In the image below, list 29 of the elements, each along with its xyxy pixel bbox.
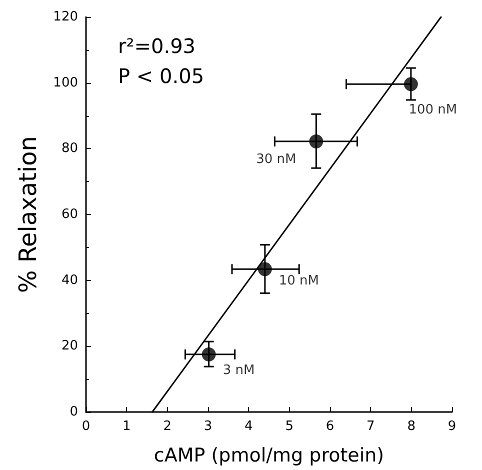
x-tick-label: 5 bbox=[285, 419, 294, 434]
x-tick-label: 9 bbox=[448, 419, 456, 434]
y-tick-label: 60 bbox=[61, 207, 78, 222]
annotation: 100 nM bbox=[408, 102, 458, 118]
x-tick-label: 7 bbox=[366, 419, 375, 434]
annotation: 10 nM bbox=[278, 274, 320, 289]
y-tick-label: 20 bbox=[61, 338, 78, 354]
y-tick-label: 80 bbox=[61, 141, 78, 156]
x-axis-title: cAMP (pmol/mg protein) bbox=[154, 444, 384, 466]
y-axis-title: % Relaxation bbox=[14, 136, 42, 294]
x-tick-label: 0 bbox=[82, 419, 90, 434]
annotation: P < 0.05 bbox=[118, 64, 204, 88]
annotation: 30 nM bbox=[256, 152, 296, 167]
point bbox=[404, 77, 418, 92]
y-tick-label: 120 bbox=[53, 10, 78, 24]
x-tick-label: 6 bbox=[326, 419, 334, 434]
point bbox=[258, 262, 272, 276]
point bbox=[202, 347, 216, 362]
annotation: r²=0.93 bbox=[118, 34, 196, 58]
x-tick-label: 4 bbox=[244, 419, 253, 434]
y-tick-label: 100 bbox=[53, 75, 78, 90]
y-tick-label: 0 bbox=[70, 404, 78, 420]
x-tick-label: 8 bbox=[407, 419, 416, 434]
point bbox=[309, 134, 324, 148]
annotation: 3 nM bbox=[222, 362, 255, 378]
x-tick-label: 3 bbox=[204, 419, 212, 434]
y-tick-label: 40 bbox=[61, 272, 78, 288]
x-tick-label: 1 bbox=[122, 419, 131, 434]
x-tick-label: 2 bbox=[163, 419, 172, 434]
